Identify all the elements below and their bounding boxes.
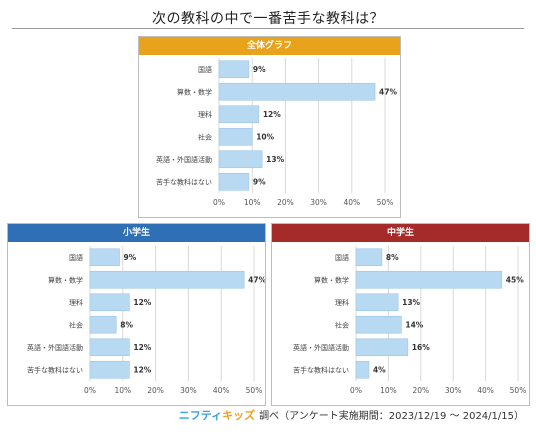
value-label: 16% bbox=[412, 343, 430, 352]
x-tick-label: 0% bbox=[213, 198, 225, 207]
bar bbox=[355, 360, 370, 379]
bar bbox=[218, 105, 260, 124]
chart-panel-elementary: 小学生 0% 10% 20% 30% 40% 50% 国語 9% 算数・数学 47% 理科 12% 社会… bbox=[7, 223, 266, 406]
bar bbox=[89, 315, 117, 334]
category-label: 英語・外国語活動 bbox=[27, 343, 83, 352]
x-tick-label: 20% bbox=[412, 386, 429, 395]
source-text: 調べ（アンケート実施期間：2023/12/19 ～ 2024/1/15） bbox=[259, 411, 524, 422]
category-label: 算数・数学 bbox=[177, 87, 212, 96]
bar bbox=[89, 360, 130, 379]
source-footer: ニフティキッズ 調べ（アンケート実施期間：2023/12/19 ～ 2024/1/… bbox=[179, 408, 524, 424]
value-label: 4% bbox=[373, 365, 386, 374]
category-label: 社会 bbox=[69, 320, 83, 329]
category-label: 苦手な教科はない bbox=[27, 365, 83, 374]
bar bbox=[355, 338, 409, 357]
x-tick-label: 40% bbox=[213, 386, 230, 395]
bar-chart-elementary: 0% 10% 20% 30% 40% 50% 国語 9% 算数・数学 47% 理科 12% 社会 8% 英語… bbox=[27, 246, 265, 395]
category-label: 理科 bbox=[335, 298, 349, 307]
x-tick-label: 40% bbox=[477, 386, 494, 395]
bar bbox=[355, 315, 402, 334]
value-label: 10% bbox=[256, 132, 274, 141]
x-tick-label: 30% bbox=[310, 198, 327, 207]
value-label: 8% bbox=[120, 320, 133, 329]
value-label: 12% bbox=[263, 110, 281, 119]
category-label: 国語 bbox=[335, 253, 349, 262]
category-label: 社会 bbox=[198, 132, 212, 141]
x-tick-label: 40% bbox=[343, 198, 360, 207]
category-label: 国語 bbox=[198, 65, 212, 74]
bar bbox=[355, 248, 383, 267]
bar bbox=[89, 293, 130, 312]
x-tick-label: 10% bbox=[380, 386, 397, 395]
title-divider bbox=[12, 28, 524, 29]
value-label: 13% bbox=[266, 155, 284, 164]
x-tick-label: 0% bbox=[350, 386, 362, 395]
bar-chart-overall: 0% 10% 20% 30% 40% 50% 国語 9% 算数・数学 47% 理科 12% 社会 10% 英… bbox=[156, 58, 397, 207]
value-label: 12% bbox=[133, 298, 151, 307]
value-label: 45% bbox=[506, 275, 524, 284]
x-tick-label: 10% bbox=[244, 198, 261, 207]
category-label: 国語 bbox=[69, 253, 83, 262]
chart-panel-overall: 全体グラフ 0% 10% 20% 30% 40% 50% 国語 9% 算数・数学 47% 理科 12%… bbox=[138, 36, 401, 218]
category-label: 英語・外国語活動 bbox=[293, 343, 349, 352]
bar bbox=[218, 172, 250, 191]
x-tick-label: 50% bbox=[246, 386, 263, 395]
x-tick-label: 50% bbox=[377, 198, 394, 207]
bar-chart-junior: 0% 10% 20% 30% 40% 50% 国語 8% 算数・数学 45% 理科 13% 社会 14% 英… bbox=[293, 246, 527, 395]
value-label: 13% bbox=[402, 298, 420, 307]
x-tick-label: 20% bbox=[147, 386, 164, 395]
category-label: 理科 bbox=[69, 298, 83, 307]
category-label: 英語・外国語活動 bbox=[156, 155, 212, 164]
bar bbox=[355, 270, 503, 289]
x-tick-label: 30% bbox=[445, 386, 462, 395]
value-label: 8% bbox=[386, 253, 399, 262]
x-tick-label: 0% bbox=[84, 386, 96, 395]
category-label: 算数・数学 bbox=[48, 275, 83, 284]
value-label: 12% bbox=[133, 365, 151, 374]
bar bbox=[89, 248, 120, 267]
x-tick-label: 30% bbox=[180, 386, 197, 395]
value-label: 9% bbox=[253, 65, 266, 74]
bar bbox=[218, 82, 376, 101]
category-label: 苦手な教科はない bbox=[293, 365, 349, 374]
value-label: 12% bbox=[133, 343, 151, 352]
value-label: 47% bbox=[248, 275, 265, 284]
chart-title-elementary: 小学生 bbox=[8, 224, 265, 242]
category-label: 算数・数学 bbox=[314, 275, 349, 284]
value-label: 14% bbox=[405, 320, 423, 329]
chart-panel-junior: 中学生 0% 10% 20% 30% 40% 50% 国語 8% 算数・数学 45% 理科 13% 社会… bbox=[271, 223, 530, 406]
x-tick-label: 20% bbox=[277, 198, 294, 207]
value-label: 47% bbox=[379, 87, 397, 96]
logo-kids: キッズ bbox=[222, 409, 256, 422]
chart-title-junior: 中学生 bbox=[272, 224, 529, 242]
logo-nifty: ニフティ bbox=[178, 409, 223, 422]
chart-title-overall: 全体グラフ bbox=[139, 37, 400, 55]
value-label: 9% bbox=[124, 253, 137, 262]
bar bbox=[355, 293, 399, 312]
value-label: 9% bbox=[253, 177, 266, 186]
x-tick-label: 10% bbox=[114, 386, 131, 395]
category-label: 苦手な教科はない bbox=[156, 177, 212, 186]
bar bbox=[89, 338, 130, 357]
bar bbox=[218, 150, 263, 169]
bar bbox=[89, 270, 245, 289]
x-tick-label: 50% bbox=[510, 386, 527, 395]
bar bbox=[218, 127, 253, 146]
category-label: 社会 bbox=[335, 320, 349, 329]
page-title: 次の教科の中で一番苦手な教科は？ bbox=[152, 11, 384, 27]
category-label: 理科 bbox=[198, 110, 212, 119]
bar bbox=[218, 60, 250, 79]
